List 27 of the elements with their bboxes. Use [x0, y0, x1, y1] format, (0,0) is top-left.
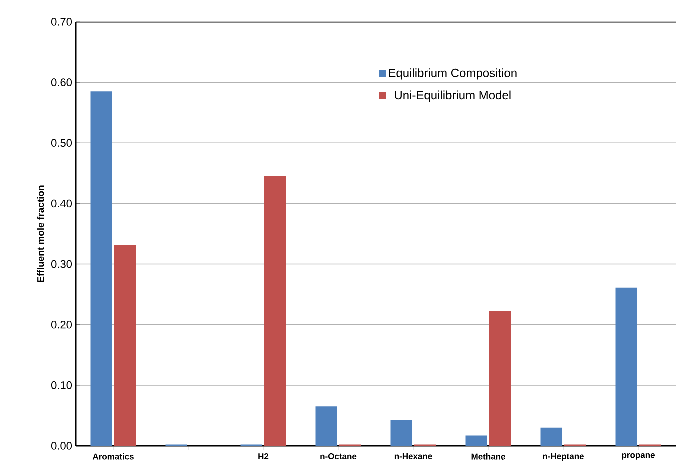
- x-tick-label: Methane: [472, 454, 506, 460]
- x-tick-label: propane: [622, 454, 655, 460]
- y-tick-label: 0.60: [51, 78, 72, 86]
- x-tick-label: n-Hexane: [394, 454, 432, 460]
- legend-label: Equilibrium Composition: [389, 68, 517, 80]
- bar: [616, 288, 638, 446]
- x-tick-label: n-Heptane: [543, 454, 584, 462]
- y-tick-label: 0.50: [51, 139, 72, 148]
- x-tick-label: H2: [258, 454, 269, 460]
- y-tick-label: 0.10: [51, 382, 72, 390]
- y-axis-title: Effluent mole fraction: [37, 186, 44, 282]
- bar: [90, 92, 113, 446]
- y-tick-label: 0.20: [51, 320, 72, 329]
- y-tick-label: 0.00: [51, 442, 72, 450]
- legend-label: Uni-Equilibrium Model: [395, 90, 511, 102]
- bar: [390, 420, 413, 446]
- bar: [316, 406, 338, 446]
- x-tick-label: Aromatics: [92, 454, 134, 460]
- bar: [466, 436, 488, 446]
- bar: [114, 246, 136, 446]
- bar: [540, 428, 563, 446]
- x-tick-label: n-Octane: [320, 454, 357, 460]
- y-tick-label: 0.30: [51, 260, 72, 268]
- bar: [490, 312, 512, 446]
- y-tick-label: 0.70: [51, 18, 72, 26]
- y-tick-label: 0.40: [51, 200, 72, 208]
- bar: [264, 176, 286, 446]
